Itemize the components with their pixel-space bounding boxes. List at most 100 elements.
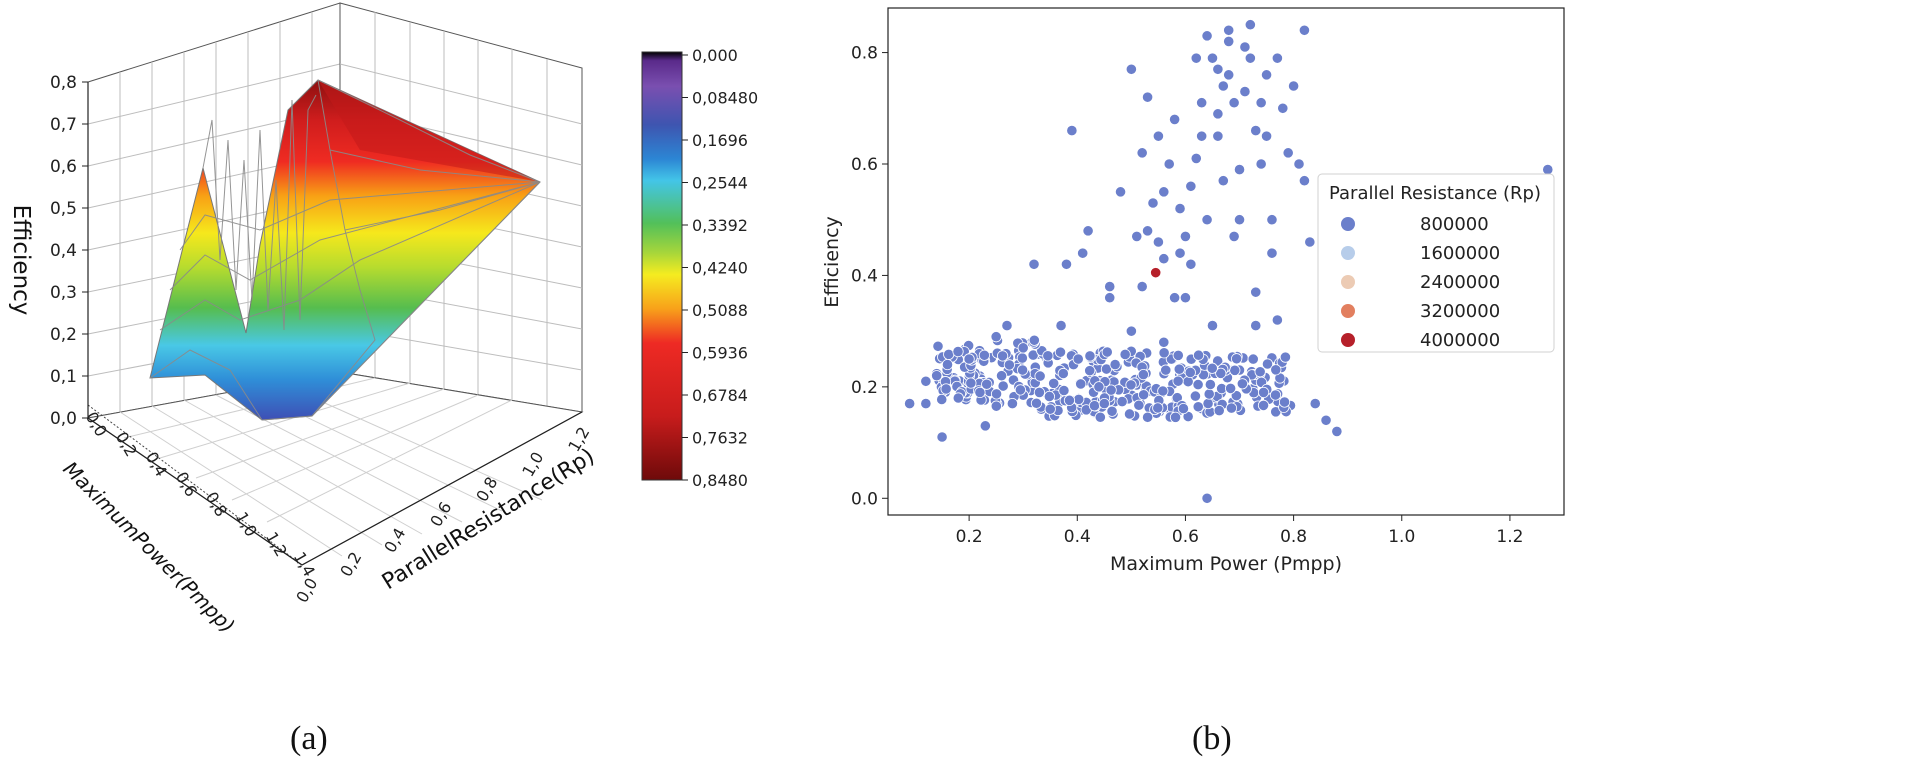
scatter-point	[1093, 381, 1105, 393]
scatter-point	[1104, 292, 1116, 304]
scatter-point	[1152, 236, 1164, 248]
scatter-point	[1094, 411, 1106, 423]
scatter-point	[1001, 319, 1013, 332]
scatter-point	[943, 348, 955, 360]
scatter-point	[1254, 366, 1266, 378]
x-tick-label: 0.4	[1064, 527, 1091, 547]
scatter-point	[1298, 24, 1311, 36]
scatter-point	[1152, 130, 1164, 142]
scatter-point	[1206, 319, 1219, 332]
scatter-point	[1271, 314, 1283, 326]
scatter-point	[1271, 52, 1283, 64]
scatter-point	[1174, 202, 1186, 215]
scatter-point	[1072, 353, 1084, 365]
x-tick-label: 0.8	[1280, 527, 1307, 547]
legend-label: 4000000	[1420, 330, 1500, 351]
scatter-point	[1250, 319, 1262, 332]
scatter-point	[1189, 390, 1202, 402]
scatter-point	[1119, 348, 1131, 361]
scatter-points	[904, 19, 1554, 504]
scatter-point	[1182, 376, 1194, 388]
scatter-point	[996, 350, 1009, 362]
scatter-point	[1173, 363, 1185, 375]
legend-label: 3200000	[1420, 301, 1500, 322]
scatter-point	[1158, 336, 1170, 348]
y-axis-label: Efficiency	[821, 216, 843, 308]
scatter-point	[1250, 286, 1262, 298]
scatter-point	[1060, 258, 1073, 270]
scatter-point	[1201, 214, 1213, 226]
scatter-point	[1131, 230, 1143, 243]
scatter-point	[1172, 349, 1184, 361]
scatter-point	[1017, 342, 1029, 354]
scatter-point	[1179, 230, 1192, 243]
scatter-point	[1212, 130, 1224, 142]
scatter-point	[1212, 63, 1224, 75]
surface-chart-a: 0,0 0,1 0,2 0,3 0,4 0,5 0,6 0,7 0,8 Effi…	[8, 2, 758, 638]
colorbar-tick-label: 0,000	[692, 46, 738, 65]
scatter-point	[1206, 52, 1219, 64]
scatter-point	[1270, 364, 1282, 376]
panel-label-b: (b)	[1192, 720, 1232, 757]
scatter-point	[936, 431, 948, 443]
scatter-point	[920, 375, 932, 387]
scatter-point	[1331, 425, 1343, 438]
efficiency-surface	[149, 79, 541, 421]
scatter-point	[1106, 405, 1118, 417]
scatter-point	[1055, 319, 1067, 332]
scatter-point	[931, 370, 943, 382]
scatter-point	[1109, 358, 1121, 371]
scatter-point	[1201, 30, 1213, 42]
scatter-point	[1233, 214, 1246, 226]
scatter-point	[1063, 394, 1076, 406]
colorbar-tick-label: 0,6784	[692, 386, 748, 405]
scatter-point	[1217, 175, 1229, 187]
legend: Parallel Resistance (Rp) 800000 1600000 24…	[1317, 173, 1555, 353]
scatter-point	[1084, 365, 1096, 377]
colorbar-tick-label: 0,8480	[692, 471, 748, 490]
scatter-point	[1003, 359, 1015, 371]
scatter-point	[1077, 247, 1089, 259]
scatter-point	[990, 400, 1002, 412]
scatter-point	[990, 388, 1003, 400]
legend-marker	[1341, 333, 1355, 347]
scatter-point	[1014, 384, 1027, 396]
scatter-point	[920, 397, 932, 410]
scatter-point	[1141, 91, 1154, 103]
scatter-point	[952, 392, 964, 404]
scatter-point	[1257, 399, 1270, 411]
scatter-chart-b: 0.0 0.2 0.4 0.6 0.8 0.2 0.4 0.6 0.8 1.0 1.2 Effic…	[821, 7, 1565, 575]
scatter-point	[963, 353, 975, 365]
scatter-point	[1172, 375, 1184, 387]
scatter-point	[1142, 411, 1154, 423]
legend-marker	[1341, 217, 1355, 231]
scatter-point	[1260, 130, 1273, 142]
z-tick: 0,7	[50, 115, 77, 135]
x-tick-label: 0.6	[1172, 527, 1199, 547]
scatter-point	[1028, 258, 1040, 270]
scatter-point	[981, 378, 993, 390]
scatter-point	[1192, 401, 1204, 413]
panel-label-a: (a)	[290, 720, 328, 757]
legend-marker	[1341, 304, 1355, 318]
legend-label: 1600000	[1420, 243, 1500, 264]
scatter-point	[1123, 408, 1136, 420]
colorbar-tick-label: 0,5088	[692, 301, 748, 320]
scatter-point	[974, 386, 986, 399]
scatter-point	[1184, 366, 1196, 379]
scatter-point	[1206, 362, 1218, 374]
x-tick-label: 1.0	[1388, 527, 1415, 547]
scatter-point	[1016, 352, 1028, 364]
scatter-point	[1105, 384, 1117, 396]
scatter-point	[1044, 403, 1056, 415]
scatter-point	[1136, 280, 1148, 293]
scatter-point	[965, 377, 977, 389]
scatter-point	[1104, 280, 1116, 293]
scatter-point	[1157, 385, 1169, 397]
scatter-point	[1231, 353, 1243, 365]
colorbar-tick-label: 0,7632	[692, 429, 748, 448]
scatter-point	[1030, 397, 1043, 409]
scatter-point	[1043, 390, 1055, 403]
scatter-point	[936, 393, 948, 406]
scatter-point	[1158, 347, 1170, 359]
